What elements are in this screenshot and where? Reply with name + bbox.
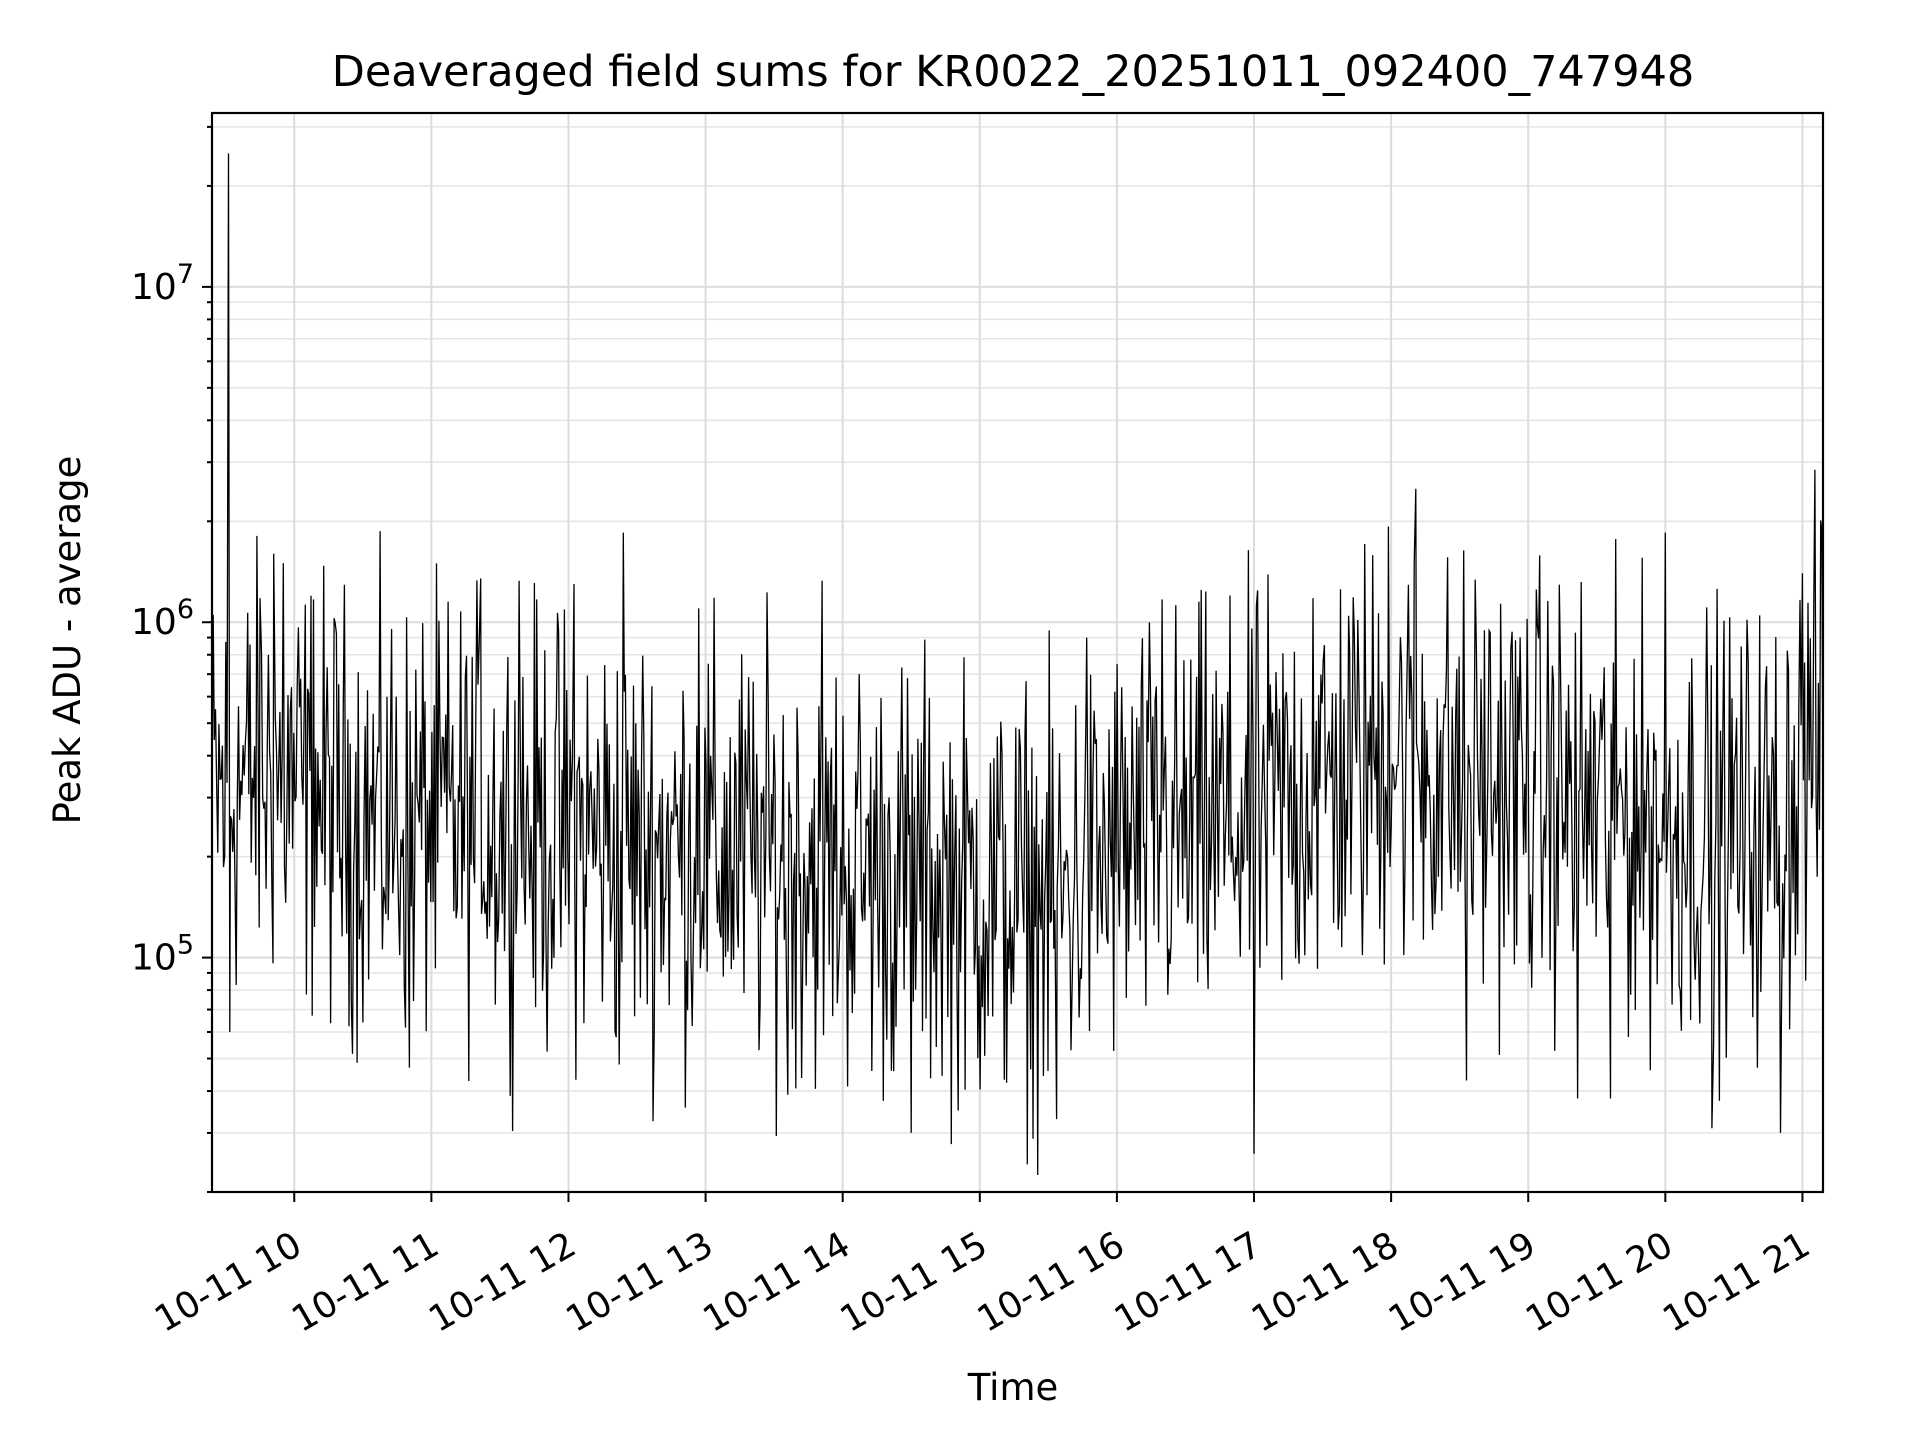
y-axis: 105 106 107 <box>131 125 212 1193</box>
x-axis-label: Time <box>967 1366 1059 1409</box>
series-line <box>211 153 1824 1176</box>
y-axis-label: Peak ADU - average <box>46 456 89 825</box>
chart-title: Deaveraged field sums for KR0022_2025101… <box>332 47 1695 97</box>
series-group <box>211 153 1824 1176</box>
y-tick-label: 106 <box>131 594 194 643</box>
y-tick-label: 107 <box>131 259 194 308</box>
y-tick-label: 105 <box>131 930 194 979</box>
plot-frame <box>210 111 1825 1194</box>
